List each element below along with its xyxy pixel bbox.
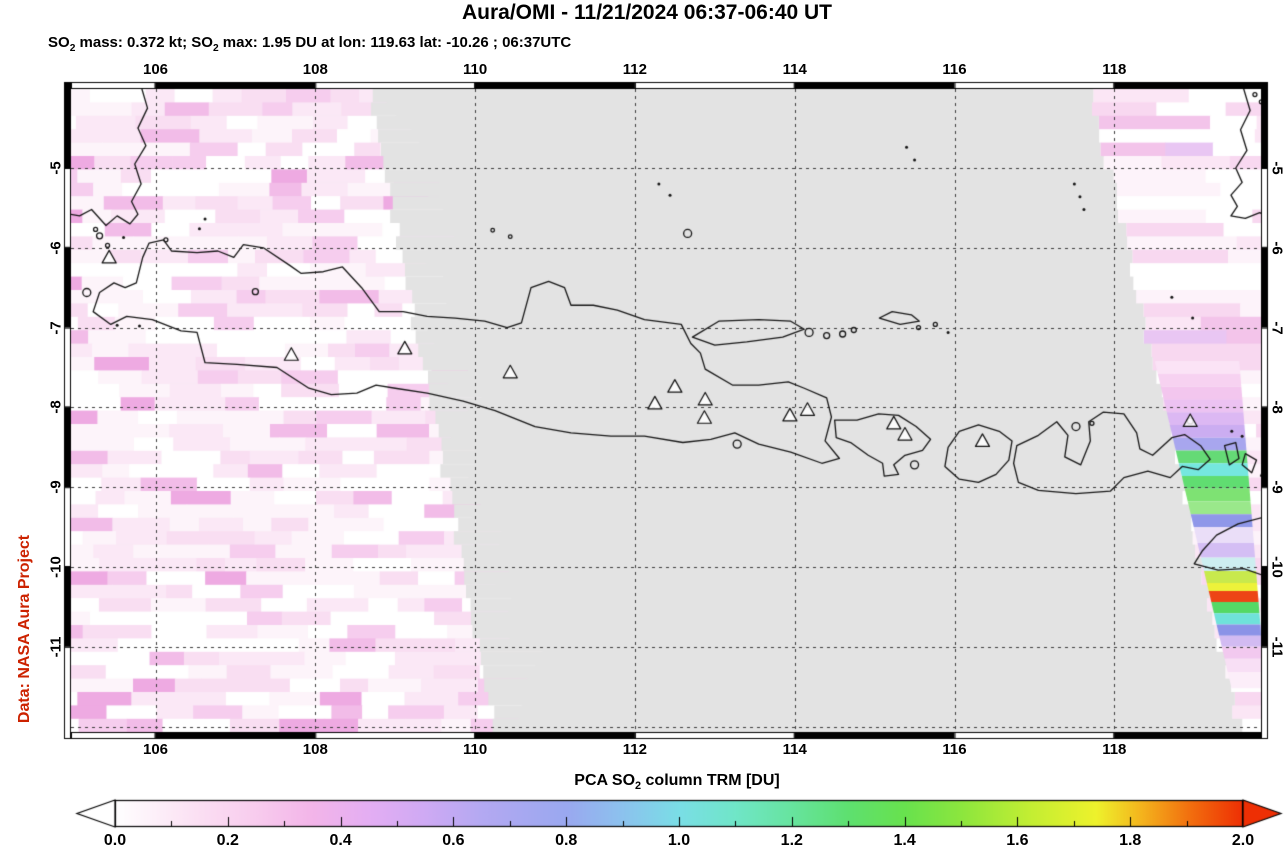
cbar-tick-label: 0.4 xyxy=(329,832,352,849)
cbar-tick-label: 0.2 xyxy=(216,832,239,849)
right-tick-label: -6 xyxy=(1268,241,1286,255)
left-tick-label: -5 xyxy=(47,161,65,175)
left-tick-label: -6 xyxy=(47,241,65,255)
top-tick-label: 116 xyxy=(942,61,967,78)
top-tick-label: 114 xyxy=(782,61,807,78)
top-tick-label: 112 xyxy=(622,61,647,78)
cbar-tick-label: 1.8 xyxy=(1119,832,1142,849)
colorbar-title: PCA SO2 column TRM [DU] xyxy=(574,772,780,793)
cbar-tick-label: 1.2 xyxy=(780,832,803,849)
cbar-tick-label: 0.8 xyxy=(555,832,578,849)
cbar-tick-label: 1.6 xyxy=(1006,832,1029,849)
page-title: Aura/OMI - 11/21/2024 06:37-06:40 UT xyxy=(461,1,833,24)
top-tick-label: 110 xyxy=(462,61,488,78)
subscript-2: 2 xyxy=(212,43,219,54)
right-tick-label: -9 xyxy=(1268,480,1286,494)
right-tick-label: -5 xyxy=(1268,161,1286,175)
subscript-2: 2 xyxy=(635,780,642,793)
bottom-tick-label: 112 xyxy=(622,741,647,758)
cbar-tick-label: 0.0 xyxy=(103,832,127,849)
subtitle-text: SO xyxy=(48,34,70,51)
bottom-tick-label: 108 xyxy=(302,741,328,758)
left-tick-label: -11 xyxy=(47,636,65,658)
bottom-tick-label: 114 xyxy=(782,741,807,758)
cbar-tick-label: 0.6 xyxy=(442,832,465,849)
left-tick-label: -9 xyxy=(47,480,65,494)
top-tick-label: 118 xyxy=(1102,61,1127,78)
right-tick-label: -11 xyxy=(1268,636,1286,658)
left-tick-label: -8 xyxy=(47,400,65,415)
top-tick-label: 108 xyxy=(302,61,328,78)
bottom-tick-label: 106 xyxy=(142,741,169,758)
bottom-tick-label: 116 xyxy=(942,741,967,758)
right-tick-label: -10 xyxy=(1268,556,1286,578)
right-tick-label: -7 xyxy=(1268,320,1286,335)
left-tick-label: -7 xyxy=(47,320,65,335)
cbar-tick-label: 1.0 xyxy=(667,832,691,849)
subscript-2: 2 xyxy=(69,43,76,54)
cbar-tick-label: 1.4 xyxy=(893,832,916,849)
subtitle: SO2 mass: 0.372 kt; SO2 max: 1.95 DU at … xyxy=(48,34,572,54)
bottom-tick-label: 110 xyxy=(462,741,488,758)
data-credit: Data: NASA Aura Project xyxy=(16,534,33,724)
right-tick-label: -8 xyxy=(1268,400,1286,415)
cbar-tick-label: 2.0 xyxy=(1231,832,1255,849)
top-tick-label: 106 xyxy=(142,61,169,78)
left-tick-label: -10 xyxy=(47,556,65,578)
bottom-tick-label: 118 xyxy=(1102,741,1127,758)
